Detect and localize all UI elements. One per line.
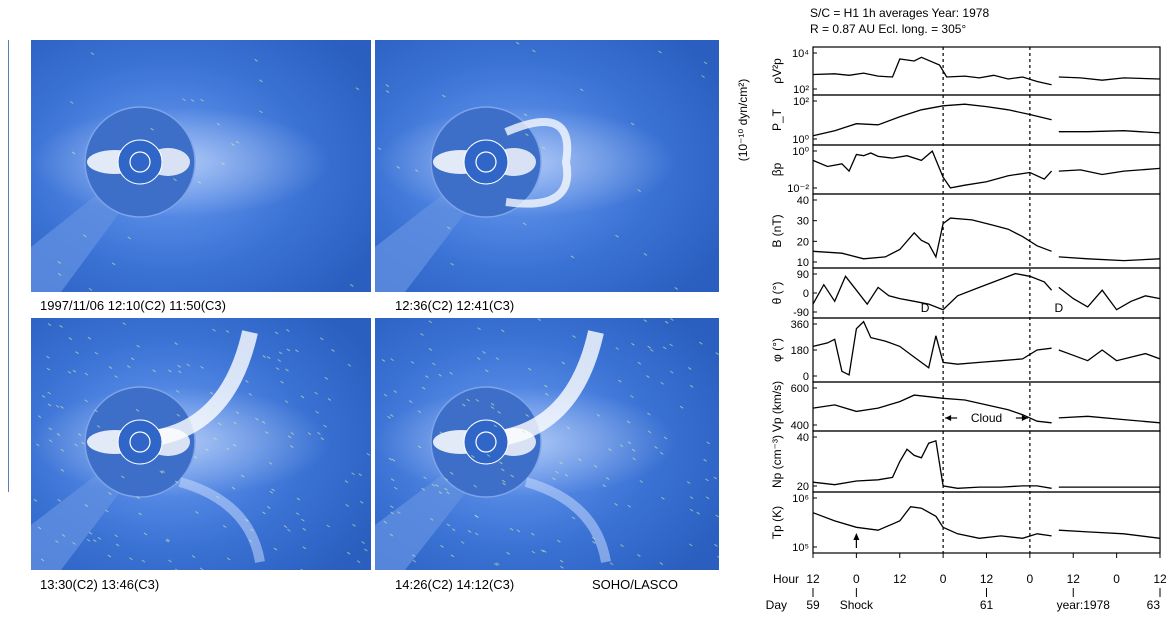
series-line xyxy=(1058,415,1161,424)
x-tick-label: 12 xyxy=(806,572,820,586)
y-tick-label: 40 xyxy=(797,195,809,207)
left-margin-line xyxy=(8,40,9,492)
series-line xyxy=(812,103,1052,137)
x-tick-label: 0 xyxy=(940,572,947,586)
panel-frame xyxy=(812,267,1161,319)
image-caption: 14:26(C2) 14:12(C3) xyxy=(395,577,515,592)
series-line xyxy=(812,217,1052,260)
plot-header-line-1: S/C = H1 1h averages Year: 1978 xyxy=(810,6,989,20)
y-tick-label: 400 xyxy=(791,420,809,432)
day-tick-label: 59 xyxy=(806,598,820,612)
series-line xyxy=(812,150,1053,189)
y-tick-label: 10⁶ xyxy=(792,493,809,505)
series-line xyxy=(1058,349,1161,362)
day-tick-label: Shock xyxy=(840,598,874,612)
panel-ylabel: βp xyxy=(770,162,784,176)
y-tick-label: 10² xyxy=(793,84,809,96)
x-tick-label: 12 xyxy=(1067,572,1081,586)
time-series-plot: S/C = H1 1h averages Year: 1978 R = 0.87 … xyxy=(736,6,1167,612)
series-line xyxy=(1058,529,1161,539)
series-line xyxy=(812,272,1053,311)
x-tick-label: 12 xyxy=(1153,572,1167,586)
plot-header-line-2: R = 0.87 AU Ecl. long. = 305° xyxy=(810,22,966,36)
series-line xyxy=(1058,286,1161,311)
panel-frame xyxy=(812,193,1161,269)
y-tick-label: 20 xyxy=(797,481,809,493)
image-caption: 1997/11/06 12:10(C2) 11:50(C3) xyxy=(40,298,226,313)
y-tick-label: 600 xyxy=(791,383,809,395)
y-tick-label: 180 xyxy=(791,345,809,357)
common-ylabel: (10⁻¹⁰ dyn/cm²) xyxy=(736,79,750,162)
coronagraph-image xyxy=(31,318,371,570)
panel-ylabel: φ (°) xyxy=(770,338,784,362)
series-line xyxy=(1058,167,1161,176)
x-tick-label: 12 xyxy=(893,572,907,586)
shock-arrow xyxy=(853,533,860,540)
day-label: Day xyxy=(766,598,787,612)
day-tick-label: 63 xyxy=(1147,598,1161,612)
panel-ylabel: B (nT) xyxy=(770,214,784,247)
panel-ylabel: Vp (km/s) xyxy=(770,381,784,432)
series-line xyxy=(812,56,1052,86)
y-tick-label: 40 xyxy=(797,432,809,444)
x-tick-label: 12 xyxy=(980,572,994,586)
day-tick-label: year:1978 xyxy=(1057,598,1111,612)
panel-frame xyxy=(812,430,1161,493)
panel-ylabel: θ (°) xyxy=(770,282,784,305)
x-tick-label: 0 xyxy=(1113,572,1120,586)
series-line xyxy=(1058,76,1161,81)
y-tick-label: 360 xyxy=(791,319,809,331)
x-tick-label: 0 xyxy=(1027,572,1034,586)
series-line xyxy=(1058,130,1161,134)
panel-ylabel: ρV²p xyxy=(770,58,784,84)
panel-ylabel: Np (cm⁻³) xyxy=(770,435,784,488)
y-tick-label: 30 xyxy=(797,216,809,228)
y-tick-label: 10⁻² xyxy=(787,183,809,195)
y-tick-label: 10⁰ xyxy=(792,134,809,146)
panel-frame xyxy=(812,144,1161,195)
y-tick-label: 0 xyxy=(803,371,809,383)
day-tick-label: 61 xyxy=(980,598,994,612)
y-tick-label: 90 xyxy=(797,269,809,281)
y-tick-label: 0 xyxy=(803,288,809,300)
coronagraph-image xyxy=(375,318,719,570)
panel-frame xyxy=(812,317,1161,383)
panel-ylabel: Tp (K) xyxy=(770,506,784,539)
y-tick-label: 10⁰ xyxy=(792,146,809,158)
cloud-label: Cloud xyxy=(971,411,1002,425)
d-marker: D xyxy=(921,301,930,315)
series-line xyxy=(812,320,1052,376)
hour-label: Hour xyxy=(773,572,799,586)
series-line xyxy=(812,506,1052,539)
image-caption: 13:30(C2) 13:46(C3) xyxy=(40,577,160,592)
y-tick-label: 20 xyxy=(797,236,809,248)
d-marker: D xyxy=(1054,301,1063,315)
series-line xyxy=(1058,256,1161,262)
series-line xyxy=(812,439,1052,489)
panel-ylabel: P_T xyxy=(770,108,784,131)
y-tick-label: -90 xyxy=(793,307,809,319)
panel-frame xyxy=(812,46,1161,96)
x-tick-label: 0 xyxy=(853,572,860,586)
image-caption: 12:36(C2) 12:41(C3) xyxy=(395,298,515,313)
coronagraph-image xyxy=(31,40,371,292)
lasco-source-label: SOHO/LASCO xyxy=(592,577,678,592)
panel-frame xyxy=(812,94,1161,146)
y-tick-label: 10⁴ xyxy=(792,48,809,60)
panel-frame xyxy=(812,491,1161,554)
series-line xyxy=(812,394,1052,424)
y-tick-label: 10² xyxy=(793,96,809,108)
y-tick-label: 10 xyxy=(797,257,809,269)
y-tick-label: 10⁵ xyxy=(792,542,809,554)
coronagraph-image xyxy=(375,40,719,292)
